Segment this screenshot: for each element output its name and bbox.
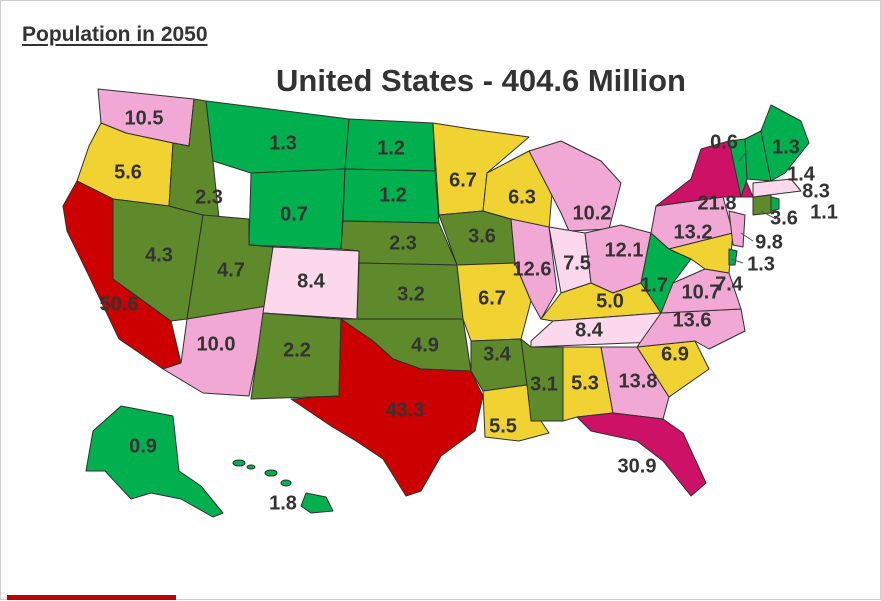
state-georgia bbox=[600, 346, 670, 420]
state-label-arkansas: 3.4 bbox=[483, 343, 512, 365]
state-label-massachusetts: 8.3 bbox=[802, 180, 830, 202]
state-label-nevada: 4.3 bbox=[145, 244, 173, 266]
state-label-louisiana: 5.5 bbox=[489, 415, 517, 437]
state-texas bbox=[290, 318, 484, 497]
state-label-california: 50.6 bbox=[100, 293, 139, 315]
label-leader-lines bbox=[730, 150, 777, 264]
hawaii-islet bbox=[280, 479, 292, 487]
hawaii-islet bbox=[246, 464, 256, 470]
leader-line-delaware bbox=[730, 258, 744, 264]
state-shapes bbox=[62, 88, 810, 518]
state-massachusetts bbox=[752, 178, 802, 198]
state-label-nebraska: 2.3 bbox=[389, 232, 417, 254]
state-label-colorado: 8.4 bbox=[297, 270, 326, 292]
state-hawaii bbox=[300, 492, 334, 514]
state-label-washington: 10.5 bbox=[125, 107, 164, 129]
state-label-wyoming: 0.7 bbox=[280, 203, 308, 225]
state-label-connecticut: 3.6 bbox=[770, 207, 798, 229]
state-label-new-jersey: 9.8 bbox=[755, 231, 783, 253]
state-label-michigan: 10.2 bbox=[573, 202, 612, 224]
state-delaware bbox=[728, 248, 738, 266]
state-alaska bbox=[85, 405, 224, 518]
state-label-delaware: 1.3 bbox=[747, 253, 775, 275]
leader-line-connecticut bbox=[760, 210, 777, 220]
state-label-utah: 4.7 bbox=[217, 259, 245, 281]
hawaii-islet bbox=[264, 469, 278, 477]
state-label-kentucky: 5.0 bbox=[596, 290, 624, 312]
map-title: United States - 404.6 Million bbox=[276, 63, 686, 98]
state-rhode-island bbox=[770, 196, 780, 212]
state-label-montana: 1.3 bbox=[269, 132, 297, 154]
state-label-south-dakota: 1.2 bbox=[379, 184, 407, 206]
state-label-north-carolina: 13.6 bbox=[673, 309, 712, 331]
state-label-maine: 1.3 bbox=[772, 136, 800, 158]
state-label-north-dakota: 1.2 bbox=[377, 137, 405, 159]
accent-bar bbox=[7, 595, 176, 600]
state-maine bbox=[760, 104, 810, 182]
state-label-wisconsin: 6.3 bbox=[508, 186, 536, 208]
state-label-new-hampshire: 1.4 bbox=[787, 163, 816, 185]
state-label-vermont: 0.6 bbox=[710, 131, 738, 153]
state-label-oregon: 5.6 bbox=[114, 161, 142, 183]
hawaii-islet bbox=[232, 459, 246, 467]
state-label-georgia: 13.8 bbox=[619, 370, 658, 392]
state-label-south-carolina: 6.9 bbox=[661, 343, 689, 365]
state-pennsylvania bbox=[650, 196, 734, 250]
state-labels: 10.5 5.6 50.6 4.3 2.3 1.3 0.7 4.7 10.0 8.4 2.2 1.2 1… bbox=[100, 107, 838, 514]
state-label-virginia: 10.7 bbox=[682, 281, 721, 303]
state-label-kansas: 3.2 bbox=[397, 283, 425, 305]
state-label-alabama: 5.3 bbox=[571, 372, 599, 394]
state-label-indiana: 7.5 bbox=[563, 252, 591, 274]
state-label-minnesota: 6.7 bbox=[449, 169, 477, 191]
state-label-west-virginia: 1.7 bbox=[640, 274, 668, 296]
state-label-new-york: 21.8 bbox=[698, 192, 737, 214]
page-heading: Population in 2050 bbox=[22, 23, 208, 46]
state-label-texas: 43.3 bbox=[386, 399, 425, 421]
state-label-mississippi: 3.1 bbox=[530, 373, 558, 395]
state-label-oklahoma: 4.9 bbox=[411, 334, 439, 356]
state-label-pennsylvania: 13.2 bbox=[674, 221, 713, 243]
state-label-maryland: 7.4 bbox=[715, 273, 744, 295]
state-new-jersey bbox=[728, 210, 746, 248]
state-label-idaho: 2.3 bbox=[195, 186, 223, 208]
state-label-alaska: 0.9 bbox=[129, 435, 157, 457]
leader-line-new-jersey bbox=[740, 232, 754, 242]
state-label-iowa: 3.6 bbox=[468, 225, 496, 247]
state-label-illinois: 12.6 bbox=[513, 258, 552, 280]
state-label-missouri: 6.7 bbox=[478, 287, 506, 309]
state-label-rhode-island: 1.1 bbox=[810, 201, 838, 223]
state-label-new-mexico: 2.2 bbox=[283, 339, 311, 361]
leader-line-vermont bbox=[738, 150, 748, 162]
state-label-arizona: 10.0 bbox=[197, 333, 236, 355]
state-florida bbox=[576, 412, 707, 497]
state-label-hawaii: 1.8 bbox=[269, 492, 297, 514]
state-maryland bbox=[668, 232, 734, 274]
state-label-tennessee: 8.4 bbox=[575, 319, 604, 341]
state-label-ohio: 12.1 bbox=[605, 239, 644, 261]
state-label-florida: 30.9 bbox=[618, 455, 657, 477]
state-michigan bbox=[528, 140, 622, 232]
